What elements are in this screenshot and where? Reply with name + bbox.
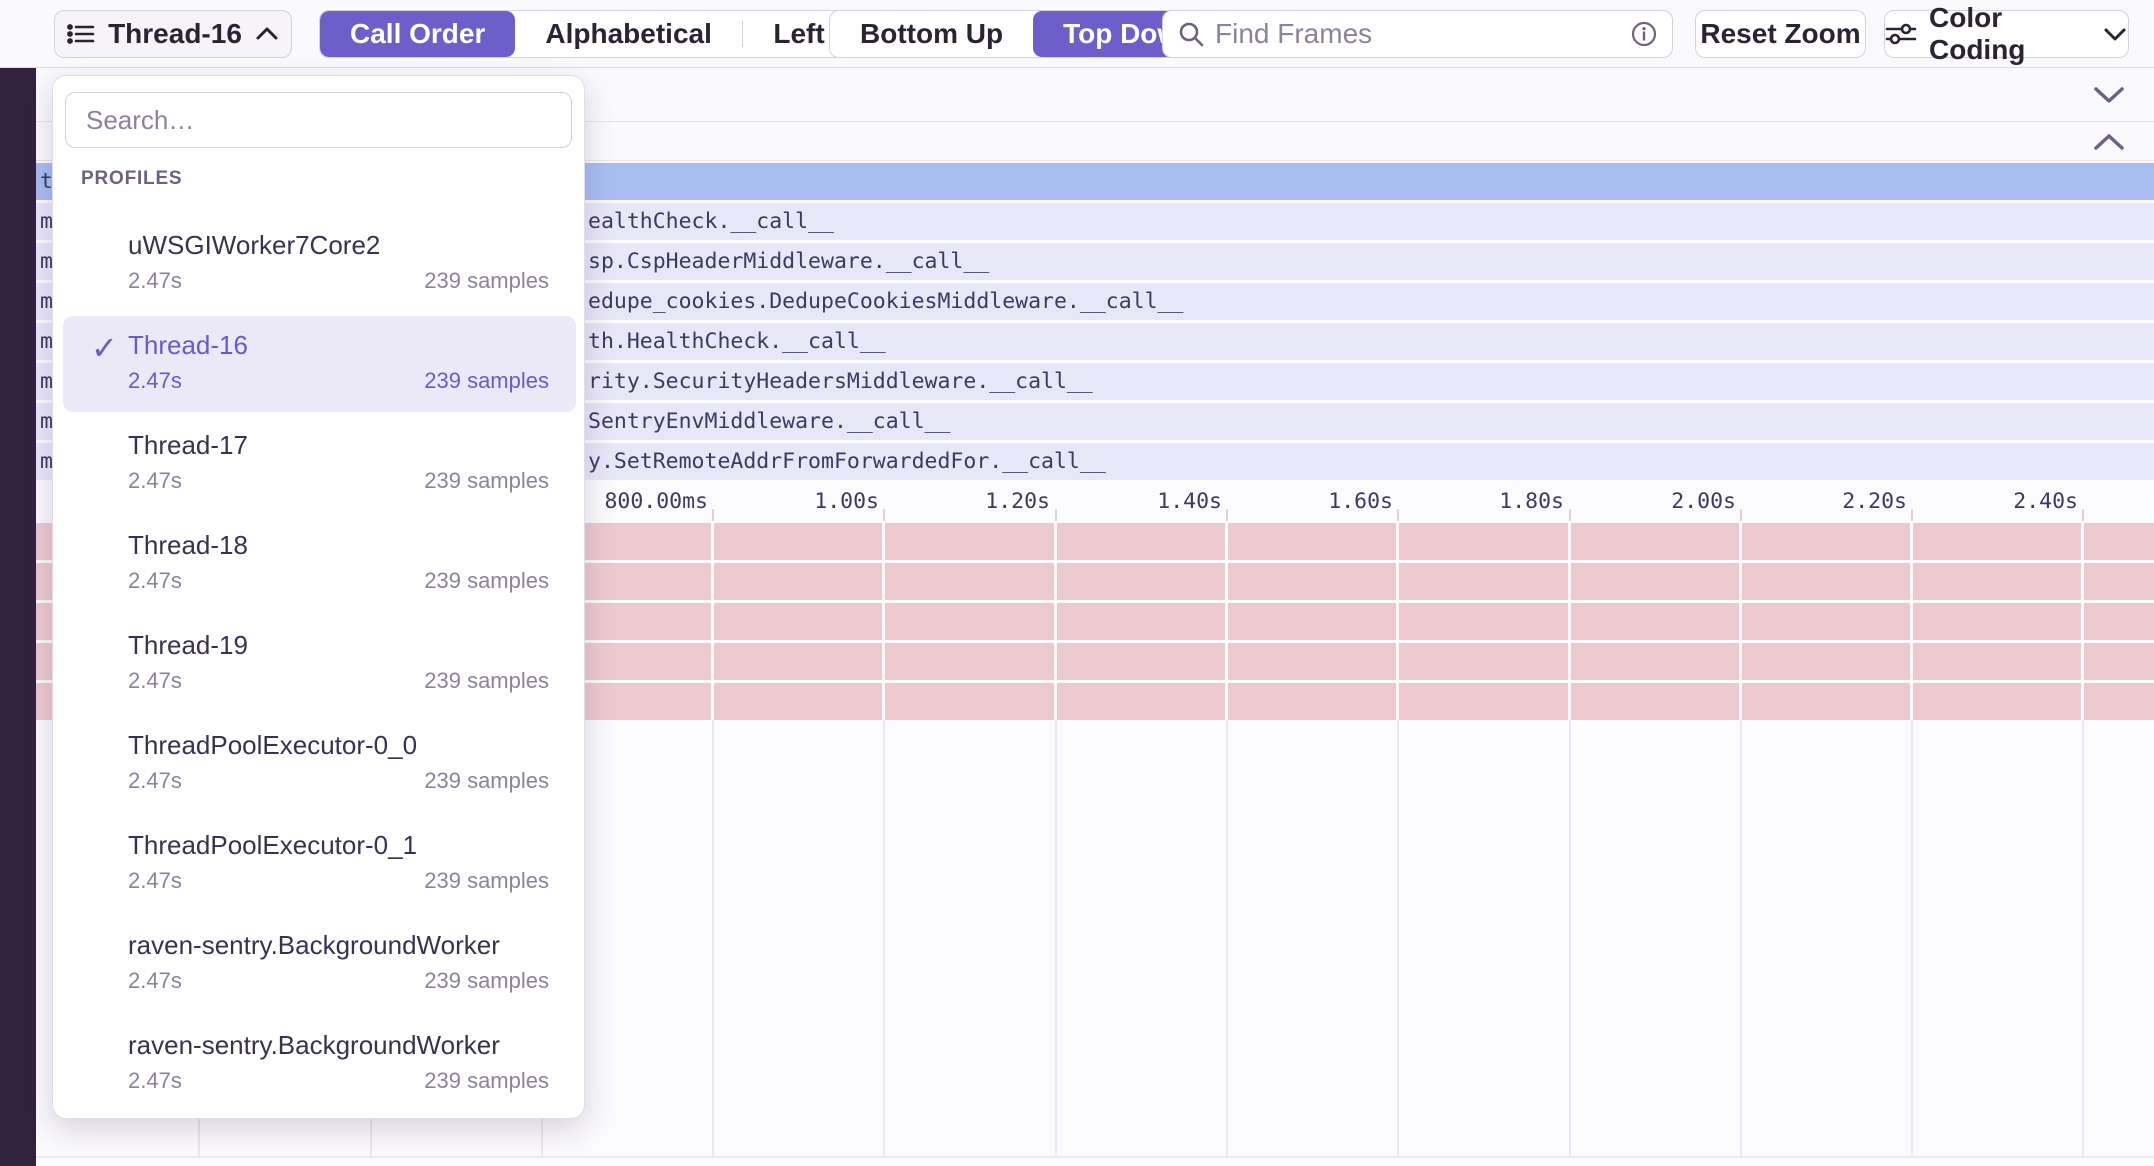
profiles-section-label: PROFILES: [81, 168, 183, 189]
frame-text: y.SetRemoteAddrFromForwardedFor.__call__: [588, 449, 1106, 474]
axis-tick-label: 1.20s: [985, 489, 1050, 514]
thread-list-icon: [66, 20, 96, 48]
profile-duration: 2.47s: [128, 468, 182, 493]
profile-duration: 2.47s: [128, 368, 182, 393]
profile-name: ThreadPoolExecutor-0_0: [128, 730, 418, 760]
profile-name: Thread-19: [128, 630, 248, 660]
profile-samples: 239 samples: [424, 1068, 549, 1093]
info-icon[interactable]: [1630, 20, 1658, 48]
color-coding-label: Color Coding: [1929, 2, 2026, 65]
profile-name: Thread-18: [128, 530, 248, 560]
profile-duration: 2.47s: [128, 868, 182, 893]
axis-tick-label: 2.00s: [1671, 489, 1736, 514]
direction-option-bottom-up[interactable]: Bottom Up: [860, 18, 1004, 49]
profile-name: uWSGIWorker7Core2: [128, 230, 381, 260]
sort-option-alphabetical[interactable]: Alphabetical: [545, 18, 712, 49]
profile-samples: 239 samples: [424, 768, 549, 793]
profile-duration: 2.47s: [128, 268, 182, 293]
profile-duration: 2.47s: [128, 568, 182, 593]
segment-divider: [741, 21, 744, 47]
axis-tick-label: 1.80s: [1499, 489, 1564, 514]
profiles-dropdown: PROFILES ✓ uWSGIWorker7Core2 2.47s 239 sa…: [52, 75, 585, 1119]
profile-duration: 2.47s: [128, 668, 182, 693]
profile-samples: 239 samples: [424, 368, 549, 393]
profile-item-raven-sentry-backgroundworker-1[interactable]: ✓ raven-sentry.BackgroundWorker 2.47s239…: [53, 916, 586, 1016]
frame-text: ealthCheck.__call__: [588, 209, 834, 234]
chevron-up-icon: [254, 25, 280, 43]
profiles-search-input[interactable]: [66, 104, 571, 136]
panel-bottom-divider: [36, 1156, 2154, 1158]
direction-segmented-control: Bottom Up Top Down: [829, 10, 1228, 58]
profile-name: Thread-17: [128, 430, 248, 460]
reset-zoom-label: Reset Zoom: [1700, 18, 1861, 49]
frame-text: edupe_cookies.DedupeCookiesMiddleware.__…: [588, 289, 1184, 314]
profile-samples: 239 samples: [424, 668, 549, 693]
axis-tick-label: 1.60s: [1328, 489, 1393, 514]
chevron-down-icon[interactable]: [2092, 84, 2126, 106]
profiles-search-box: [65, 92, 572, 148]
thread-selector-button[interactable]: Thread-16: [54, 10, 292, 58]
frame-text: th.HealthCheck.__call__: [588, 329, 886, 354]
profile-duration: 2.47s: [128, 968, 182, 993]
profile-name: ThreadPoolExecutor-0_1: [128, 830, 418, 860]
axis-tick-label: 1.00s: [814, 489, 879, 514]
color-coding-button[interactable]: Color Coding: [1884, 2, 2129, 65]
profile-samples: 239 samples: [424, 268, 549, 293]
profile-duration: 2.47s: [128, 1068, 182, 1093]
search-icon: [1177, 20, 1205, 48]
profile-item-thread-16[interactable]: ✓ Thread-16 2.47s 239 samples: [53, 316, 586, 416]
sliders-icon: [1885, 20, 1917, 48]
profile-samples: 239 samples: [424, 868, 549, 893]
chevron-up-icon[interactable]: [2092, 131, 2126, 153]
chevron-down-icon: [2102, 25, 2128, 43]
axis-tick-label: 2.20s: [1842, 489, 1907, 514]
frame-text: t: [40, 169, 53, 194]
profile-duration: 2.47s: [128, 768, 182, 793]
axis-tick-label: 2.40s: [2013, 489, 2078, 514]
thread-selector-label: Thread-16: [108, 18, 242, 49]
find-frames-search: [1162, 10, 1673, 58]
frame-text: sp.CspHeaderMiddleware.__call__: [588, 249, 990, 274]
profile-name: raven-sentry.BackgroundWorker: [128, 930, 500, 960]
profile-samples: 239 samples: [424, 568, 549, 593]
profile-name: raven-sentry.BackgroundWorker: [128, 1030, 500, 1060]
app-sidebar-strip: [0, 0, 36, 1166]
flamegraph-toolbar: Thread-16 Call Order Alphabetical Left H…: [0, 0, 2154, 68]
frame-text: SentryEnvMiddleware.__call__: [588, 409, 951, 434]
profile-name: Thread-16: [128, 330, 248, 360]
profile-samples: 239 samples: [424, 968, 549, 993]
sort-option-call-order[interactable]: Call Order: [320, 11, 516, 57]
reset-zoom-button[interactable]: Reset Zoom: [1695, 10, 1866, 58]
axis-tick-label: 1.40s: [1157, 489, 1222, 514]
profiles-list: ✓ uWSGIWorker7Core2 2.47s 239 samples ✓ T…: [53, 216, 586, 1116]
profile-item-raven-sentry-backgroundworker-2[interactable]: ✓ raven-sentry.BackgroundWorker 2.47s239…: [53, 1016, 586, 1116]
check-icon: ✓: [91, 330, 118, 366]
profile-samples: 239 samples: [424, 468, 549, 493]
frame-text: rity.SecurityHeadersMiddleware.__call__: [588, 369, 1093, 394]
axis-tick-label: 800.00ms: [604, 489, 708, 514]
find-frames-input[interactable]: [1215, 18, 1630, 50]
